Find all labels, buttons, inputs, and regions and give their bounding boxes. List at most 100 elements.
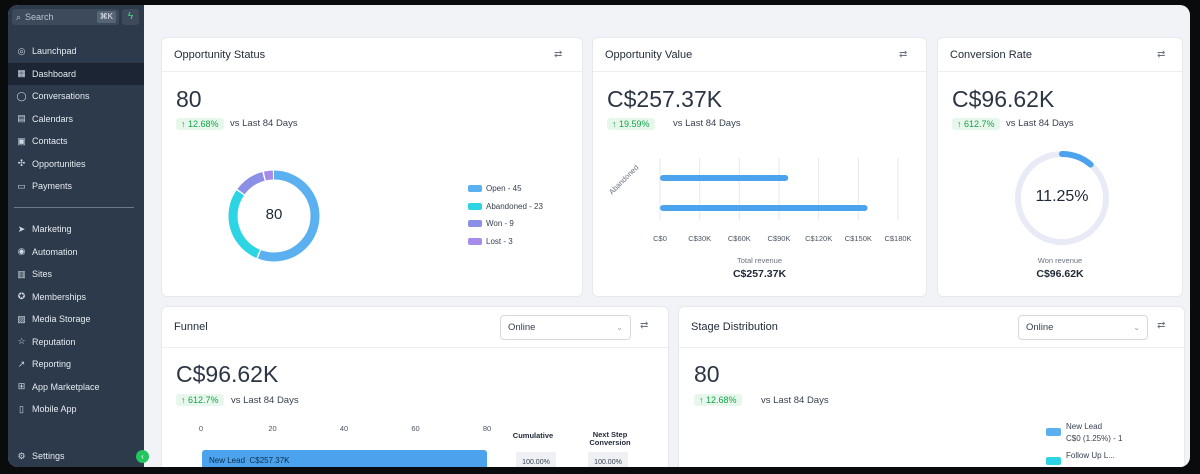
search-shortcut: ⌘K bbox=[96, 11, 116, 23]
next-step-header: Next Step Conversion bbox=[589, 430, 631, 447]
sidebar-item-dashboard[interactable]: ▦ Dashboard bbox=[8, 62, 144, 85]
change-badge: ↑ 12.68% bbox=[176, 118, 224, 130]
won-revenue-value: C$96.62K bbox=[1036, 268, 1084, 280]
dashboard-icon: ▦ bbox=[17, 68, 26, 79]
sidebar-nav-secondary: ➤ Marketing ◉ Automation ▥ Sites ✪ Membershi… bbox=[8, 218, 144, 421]
funnel-x-tick: 40 bbox=[339, 424, 349, 433]
status-donut-chart bbox=[228, 170, 320, 262]
sidebar-item-marketing[interactable]: ➤ Marketing bbox=[8, 218, 144, 241]
sidebar-item-app-marketplace[interactable]: ⊞ App Marketplace bbox=[8, 376, 144, 399]
legend-item-new-lead: New Lead C$0 (1.25%) - 1 bbox=[1046, 422, 1122, 443]
metric-value: C$96.62K bbox=[176, 361, 279, 387]
sidebar-item-label: App Marketplace bbox=[32, 381, 100, 392]
gauge-fill bbox=[1015, 151, 1109, 245]
sidebar-item-reputation[interactable]: ☆ Reputation bbox=[8, 331, 144, 354]
sidebar-item-calendars[interactable]: ▤ Calendars bbox=[8, 108, 144, 131]
x-tick-label: C$120K bbox=[805, 234, 833, 243]
search-input[interactable]: ⌕ Search ⌘K bbox=[12, 9, 119, 25]
legend-item-lost: Lost - 3 bbox=[468, 233, 543, 251]
sidebar-item-opportunities[interactable]: ✣ Opportunities bbox=[8, 153, 144, 176]
chat-icon: ◯ bbox=[16, 90, 27, 101]
bolt-icon: ϟ bbox=[127, 11, 134, 22]
legend-item-open: Open - 45 bbox=[468, 180, 543, 198]
compare-text: vs Last 84 Days bbox=[761, 395, 829, 406]
x-tick-label: C$60K bbox=[727, 234, 751, 243]
chevron-left-icon: ‹ bbox=[141, 452, 144, 461]
sidebar-item-payments[interactable]: ▭ Payments bbox=[8, 175, 144, 198]
card-title: Stage Distribution bbox=[679, 307, 1184, 348]
total-revenue-label: Total revenue bbox=[736, 256, 783, 265]
sidebar-item-label: Media Storage bbox=[32, 314, 91, 325]
cumulative-cell: 100.00% bbox=[516, 452, 556, 467]
sidebar-item-mobile-app[interactable]: ▯ Mobile App bbox=[8, 398, 144, 421]
x-tick-label: C$180K bbox=[884, 234, 912, 243]
sidebar-item-label: Memberships bbox=[32, 291, 87, 302]
sidebar: ⌕ Search ⌘K ϟ ◎ Launchpad ▦ Dashboard ◯ Con… bbox=[8, 5, 144, 467]
filter-icon[interactable]: ⇄ bbox=[640, 320, 649, 331]
opportunities-icon: ✣ bbox=[17, 158, 26, 169]
cumulative-header: Cumulative bbox=[512, 431, 554, 440]
legend-item-abandoned: Abandoned - 23 bbox=[468, 198, 543, 216]
total-revenue-value: C$257.37K bbox=[732, 268, 787, 280]
sidebar-item-label: Reporting bbox=[32, 359, 72, 370]
change-badge: ↑ 19.59% bbox=[607, 118, 655, 130]
sidebar-item-label: Reputation bbox=[32, 336, 76, 347]
sidebar-item-memberships[interactable]: ✪ Memberships bbox=[8, 286, 144, 309]
stage-channel-select[interactable]: Online ⌄ bbox=[1018, 315, 1148, 340]
sidebar-item-contacts[interactable]: ▣ Contacts bbox=[8, 130, 144, 153]
automation-icon: ◉ bbox=[17, 246, 26, 257]
sidebar-divider bbox=[14, 207, 134, 208]
card-title: Opportunity Value bbox=[593, 38, 926, 72]
chevron-down-icon: ⌄ bbox=[1133, 323, 1140, 332]
app-window: ⌕ Search ⌘K ϟ ◎ Launchpad ▦ Dashboard ◯ Con… bbox=[8, 5, 1190, 467]
sidebar-item-label: Settings bbox=[32, 451, 65, 462]
sidebar-item-label: Mobile App bbox=[32, 404, 77, 415]
change-badge: ↑ 612.7% bbox=[952, 118, 1000, 130]
sites-icon: ▥ bbox=[17, 268, 26, 279]
card-title: Opportunity Status bbox=[162, 38, 582, 72]
change-badge: ↑ 12.68% bbox=[694, 394, 742, 406]
sidebar-item-label: Automation bbox=[32, 246, 78, 257]
sidebar-item-label: Contacts bbox=[32, 136, 68, 147]
compare-text: vs Last 84 Days bbox=[230, 118, 298, 129]
value-bar bbox=[660, 175, 789, 181]
sidebar-item-sites[interactable]: ▥ Sites bbox=[8, 263, 144, 286]
value-bar-chart bbox=[659, 158, 899, 220]
status-legend: Open - 45 Abandoned - 23 Won - 9 Lost - … bbox=[468, 180, 543, 250]
reporting-icon: ↗ bbox=[17, 358, 26, 369]
send-icon: ➤ bbox=[17, 223, 26, 234]
collapse-sidebar-button[interactable]: ‹ bbox=[136, 450, 149, 463]
funnel-x-tick: 60 bbox=[411, 424, 420, 433]
payments-icon: ▭ bbox=[17, 180, 26, 191]
sidebar-item-label: Conversations bbox=[32, 91, 90, 102]
won-revenue-label: Won revenue bbox=[1037, 256, 1083, 265]
donut-slice-open bbox=[228, 170, 320, 262]
sidebar-item-automation[interactable]: ◉ Automation bbox=[8, 241, 144, 264]
sidebar-item-conversations[interactable]: ◯ Conversations bbox=[8, 85, 144, 108]
sidebar-item-settings[interactable]: ⚙ Settings bbox=[8, 445, 144, 467]
sidebar-item-label: Payments bbox=[32, 181, 73, 192]
metric-value: C$257.37K bbox=[607, 86, 723, 112]
quick-action-button[interactable]: ϟ bbox=[122, 9, 139, 25]
sidebar-item-media-storage[interactable]: ▨ Media Storage bbox=[8, 308, 144, 331]
filter-icon[interactable]: ⇄ bbox=[1157, 320, 1166, 331]
compare-text: vs Last 84 Days bbox=[673, 118, 741, 129]
sidebar-item-reporting[interactable]: ↗ Reporting bbox=[8, 353, 144, 376]
sidebar-nav-primary: ◎ Launchpad ▦ Dashboard ◯ Conversations ▤ Ca… bbox=[8, 40, 144, 198]
rocket-icon: ◎ bbox=[17, 45, 26, 56]
sidebar-item-label: Marketing bbox=[32, 224, 72, 235]
conversion-rate-card: Conversion Rate ⇄ C$96.62K ↑ 612.7% vs L… bbox=[938, 38, 1182, 296]
filter-icon[interactable]: ⇄ bbox=[899, 49, 908, 60]
chevron-down-icon: ⌄ bbox=[616, 323, 623, 332]
contacts-icon: ▣ bbox=[17, 135, 26, 146]
compare-text: vs Last 84 Days bbox=[1006, 118, 1074, 129]
filter-icon[interactable]: ⇄ bbox=[554, 49, 563, 60]
x-tick-label: C$90K bbox=[767, 234, 791, 243]
funnel-channel-select[interactable]: Online ⌄ bbox=[500, 315, 631, 340]
sidebar-item-label: Opportunities bbox=[32, 158, 86, 169]
filter-icon[interactable]: ⇄ bbox=[1157, 49, 1166, 60]
x-tick-label: C$150K bbox=[844, 234, 872, 243]
sidebar-item-launchpad[interactable]: ◎ Launchpad bbox=[8, 40, 144, 63]
funnel-bar-new-lead: New Lead C$257.37K bbox=[202, 450, 487, 467]
opportunity-status-card: Opportunity Status ⇄ 80 ↑ 12.68% vs Last… bbox=[162, 38, 582, 296]
